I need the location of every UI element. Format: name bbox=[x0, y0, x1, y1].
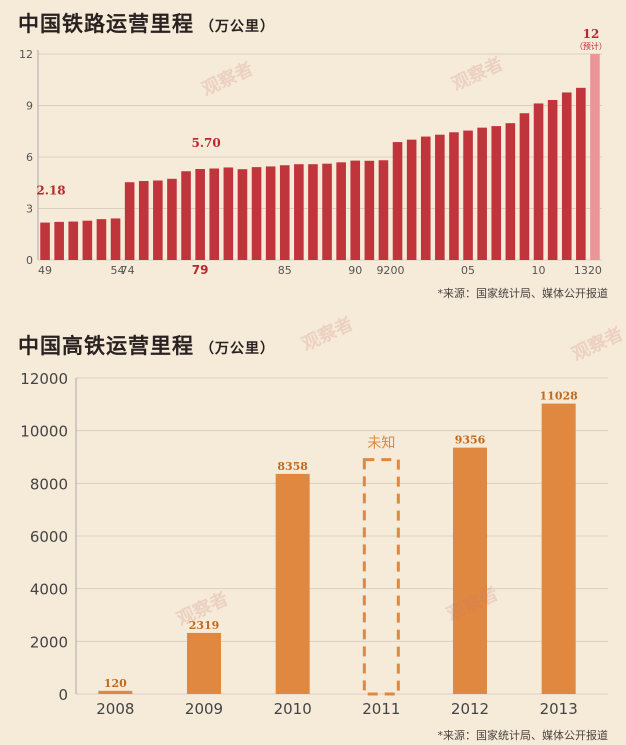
data-label: 5.70 bbox=[192, 136, 221, 150]
y-tick-label: 12 bbox=[19, 48, 33, 61]
bar bbox=[40, 222, 50, 260]
y-tick-label: 0 bbox=[26, 254, 33, 267]
y-tick-label: 6 bbox=[26, 151, 33, 164]
bar bbox=[491, 126, 502, 260]
bar bbox=[350, 160, 361, 260]
bar bbox=[82, 220, 93, 260]
data-label: 11028 bbox=[540, 390, 579, 403]
x-tick-label: 49 bbox=[38, 264, 52, 277]
x-tick-label: 05 bbox=[461, 264, 475, 277]
y-tick-label: 4000 bbox=[30, 581, 68, 599]
y-tick-label: 3 bbox=[26, 203, 33, 216]
bar-projected bbox=[590, 54, 600, 260]
hsr-source-note: *来源：国家统计局、媒体公开报道 bbox=[437, 729, 609, 742]
x-tick-label: 79 bbox=[192, 263, 209, 277]
bar bbox=[124, 182, 135, 260]
x-tick-label: 54 bbox=[111, 264, 125, 277]
bar bbox=[322, 163, 332, 260]
rail-chart-title: 中国铁路运营里程 （万公里） bbox=[18, 8, 275, 38]
data-label: 未知 bbox=[367, 435, 395, 452]
x-tick-label: 2013 bbox=[540, 700, 578, 718]
bar bbox=[420, 136, 431, 260]
bar bbox=[181, 171, 191, 260]
bar bbox=[533, 103, 544, 260]
bar bbox=[153, 180, 163, 260]
bar bbox=[561, 92, 572, 260]
bar bbox=[505, 123, 516, 260]
bar bbox=[110, 218, 121, 260]
bar bbox=[265, 166, 276, 260]
bar bbox=[275, 473, 310, 694]
bar bbox=[195, 169, 205, 260]
bar bbox=[453, 447, 487, 694]
bar bbox=[187, 632, 221, 694]
bar bbox=[547, 100, 558, 260]
rail-title-text: 中国铁路运营里程 bbox=[18, 12, 194, 36]
y-tick-label: 10000 bbox=[20, 423, 68, 441]
x-tick-label: 74 bbox=[121, 264, 135, 277]
bar bbox=[237, 169, 248, 260]
y-tick-label: 9 bbox=[26, 100, 33, 113]
bar bbox=[392, 142, 403, 260]
x-tick-label: 10 bbox=[532, 264, 546, 277]
y-tick-label: 6000 bbox=[30, 528, 68, 546]
bar bbox=[541, 403, 576, 694]
bar bbox=[223, 167, 234, 260]
bar bbox=[308, 164, 318, 260]
hsr-title-text: 中国高铁运营里程 bbox=[18, 334, 194, 358]
x-tick-label: 2008 bbox=[96, 700, 134, 718]
x-tick-label: 85 bbox=[278, 264, 292, 277]
bar bbox=[435, 134, 445, 260]
x-tick-label: 2012 bbox=[451, 700, 489, 718]
x-tick-label: 90 bbox=[348, 264, 362, 277]
bar bbox=[54, 221, 64, 260]
bar-unknown bbox=[362, 458, 400, 696]
hsr-title-unit: （万公里） bbox=[200, 341, 275, 357]
x-tick-label: 20 bbox=[588, 264, 602, 277]
bar bbox=[96, 219, 107, 260]
rail-title-unit: （万公里） bbox=[200, 19, 275, 35]
bar bbox=[279, 165, 290, 260]
x-tick-label: 2011 bbox=[362, 700, 400, 718]
bar bbox=[576, 87, 586, 261]
bar bbox=[209, 168, 220, 260]
y-tick-label: 2000 bbox=[30, 633, 68, 651]
data-label: 9356 bbox=[455, 434, 486, 447]
bar bbox=[463, 130, 473, 260]
bar bbox=[251, 167, 262, 260]
bar bbox=[98, 690, 133, 694]
x-tick-label: 2010 bbox=[274, 700, 312, 718]
y-tick-label: 12000 bbox=[20, 370, 68, 388]
bar bbox=[138, 181, 149, 260]
x-tick-label: 13 bbox=[574, 264, 588, 277]
x-tick-label: 92 bbox=[376, 264, 390, 277]
projected-value-label: 12 bbox=[583, 27, 600, 41]
x-tick-label: 00 bbox=[391, 264, 405, 277]
data-label: 2.18 bbox=[36, 184, 65, 198]
bar bbox=[378, 160, 389, 260]
bar bbox=[364, 160, 375, 260]
bar bbox=[167, 178, 177, 260]
bar bbox=[477, 127, 487, 261]
bar bbox=[406, 139, 417, 260]
hsr-chart-title: 中国高铁运营里程 （万公里） bbox=[18, 330, 275, 360]
y-tick-label: 8000 bbox=[30, 475, 68, 493]
data-label: 2319 bbox=[189, 619, 220, 632]
x-tick-label: 2009 bbox=[185, 700, 223, 718]
rail-source-note: *来源：国家统计局、媒体公开报道 bbox=[437, 287, 609, 300]
y-tick-label: 0 bbox=[58, 686, 68, 704]
bar bbox=[336, 162, 346, 260]
bar bbox=[68, 221, 79, 260]
data-label: 8358 bbox=[277, 460, 308, 473]
bar bbox=[449, 132, 459, 260]
projected-note-label: （预计） bbox=[575, 41, 607, 51]
data-label: 120 bbox=[104, 677, 127, 690]
bar bbox=[519, 113, 530, 260]
bar bbox=[294, 164, 304, 260]
